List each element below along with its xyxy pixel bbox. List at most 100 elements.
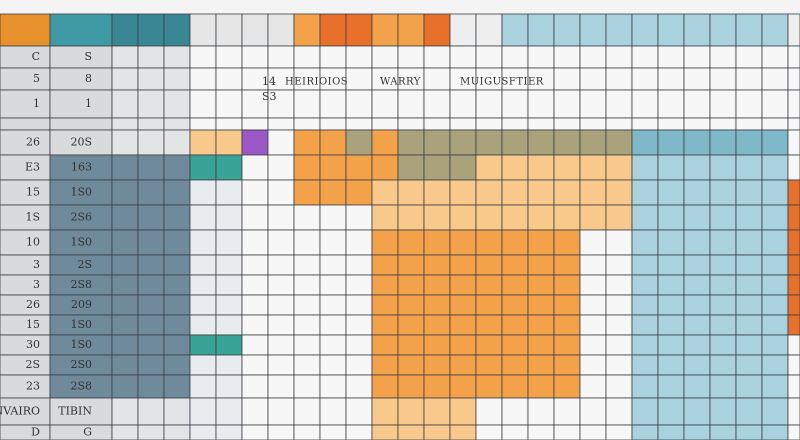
cell (709, 254, 737, 276)
cell (449, 424, 477, 440)
cell (709, 334, 737, 356)
cell (553, 117, 581, 131)
cell (163, 294, 191, 316)
cell (605, 45, 633, 69)
cell (241, 424, 269, 440)
cell (241, 179, 269, 206)
cell (49, 424, 113, 440)
row-value: 1S0 (70, 186, 92, 199)
cell (345, 424, 373, 440)
cell (501, 374, 529, 399)
row-label: 10 (26, 236, 40, 249)
cell (657, 229, 685, 256)
cell (735, 334, 763, 356)
cell (345, 154, 373, 181)
cell (631, 117, 659, 131)
cell (319, 204, 347, 231)
cell (423, 397, 451, 426)
row-label: E3 (25, 161, 40, 174)
cell (501, 314, 529, 336)
row-value: TIBIN (58, 405, 92, 418)
cell (189, 424, 217, 440)
cell (449, 229, 477, 256)
header-text: 14 (262, 75, 276, 88)
cell (423, 45, 451, 69)
cell (189, 294, 217, 316)
cell (111, 154, 139, 181)
cell (787, 13, 800, 47)
cell (787, 294, 800, 316)
cell (735, 13, 763, 47)
cell (215, 424, 243, 440)
cell (579, 129, 607, 156)
cell (215, 129, 243, 156)
cell (163, 13, 191, 47)
cell (553, 13, 581, 47)
cell (111, 374, 139, 399)
cell (527, 314, 555, 336)
cell (657, 424, 685, 440)
cell (215, 45, 243, 69)
cell (189, 204, 217, 231)
cell (397, 374, 425, 399)
cell (319, 154, 347, 181)
cell (605, 424, 633, 440)
cell-grid (0, 13, 800, 440)
cell (761, 254, 789, 276)
cell (761, 374, 789, 399)
cell (605, 254, 633, 276)
cell (423, 374, 451, 399)
cell (293, 424, 321, 440)
cell (319, 424, 347, 440)
cell (527, 354, 555, 376)
cell (683, 179, 711, 206)
cell (683, 334, 711, 356)
cell (345, 179, 373, 206)
cell (709, 13, 737, 47)
cell (111, 117, 139, 131)
cell (501, 397, 529, 426)
cell (0, 334, 51, 356)
cell (553, 129, 581, 156)
cell (137, 254, 165, 276)
cell (397, 334, 425, 356)
row-value: 2S6 (70, 211, 92, 224)
cell (345, 294, 373, 316)
row-label: 23 (26, 380, 40, 393)
cell (527, 204, 555, 231)
cell (579, 67, 607, 91)
cell (631, 45, 659, 69)
cell (319, 274, 347, 296)
cell (111, 129, 139, 156)
cell (345, 397, 373, 426)
cell (761, 45, 789, 69)
cell (579, 117, 607, 131)
cell (371, 179, 399, 206)
cell (267, 154, 295, 181)
row-value: 1 (85, 97, 92, 110)
cell (579, 424, 607, 440)
row-label: 30 (26, 338, 40, 351)
cell (579, 314, 607, 336)
cell (423, 117, 451, 131)
cell (449, 374, 477, 399)
cell (605, 204, 633, 231)
cell (423, 254, 451, 276)
cell (787, 314, 800, 336)
cell (293, 354, 321, 376)
cell (293, 374, 321, 399)
row-value: 209 (71, 298, 92, 311)
cell (49, 89, 113, 119)
header-text: MUIGUSFTIER (460, 77, 544, 88)
cell (371, 204, 399, 231)
cell (761, 13, 789, 47)
cell (761, 294, 789, 316)
cell (605, 354, 633, 376)
cell (579, 397, 607, 426)
cell (215, 354, 243, 376)
cell (709, 154, 737, 181)
cell (553, 274, 581, 296)
cell (163, 334, 191, 356)
cell (761, 424, 789, 440)
cell (293, 314, 321, 336)
